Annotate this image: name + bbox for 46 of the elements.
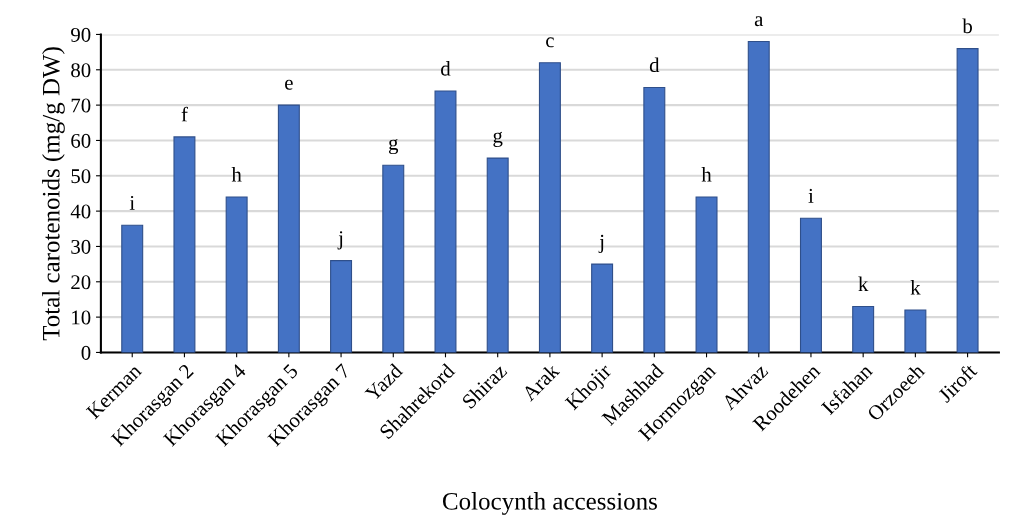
bar <box>486 157 509 353</box>
y-tick-label: 90 <box>71 27 91 42</box>
data-label: d <box>441 60 451 76</box>
bar <box>904 309 927 353</box>
bar <box>121 224 144 353</box>
bar <box>695 196 718 353</box>
bar <box>747 40 770 353</box>
bar <box>382 164 405 353</box>
y-axis-title: Total carotenoids (mg/g DW) <box>42 47 65 341</box>
data-label: b <box>962 18 972 34</box>
bar <box>852 305 875 353</box>
y-tick-label: 40 <box>70 204 91 219</box>
bar <box>643 86 666 353</box>
data-label: j <box>337 231 343 250</box>
data-label: h <box>231 166 242 182</box>
bar <box>538 62 561 353</box>
data-label: d <box>649 57 660 73</box>
data-label: i <box>129 195 135 210</box>
data-label: f <box>181 106 188 122</box>
y-tick-label: 80 <box>71 63 91 78</box>
y-tick-label: 20 <box>71 275 91 290</box>
data-label: i <box>808 188 814 203</box>
y-tick-label: 30 <box>71 239 91 254</box>
data-label: e <box>285 79 293 90</box>
y-tick-label: 70 <box>71 98 91 113</box>
y-tick-label: 10 <box>72 310 91 325</box>
data-label: c <box>546 37 554 48</box>
y-tick-label: 50 <box>71 169 91 184</box>
y-tick-label: 60 <box>71 133 91 148</box>
bar <box>591 263 614 353</box>
y-tick-label: 0 <box>81 345 91 360</box>
data-label: k <box>858 276 869 291</box>
bar <box>225 196 248 353</box>
x-axis-title: Colocynth accessions <box>442 492 657 515</box>
data-label: g <box>493 131 503 148</box>
bar <box>434 90 457 353</box>
data-label: a <box>754 16 764 27</box>
data-label: j <box>598 234 604 254</box>
bar <box>799 217 822 353</box>
bar <box>956 48 979 353</box>
bar <box>330 260 353 353</box>
data-label: g <box>388 138 399 155</box>
data-label: h <box>701 166 712 182</box>
data-label: k <box>910 280 921 295</box>
bar <box>173 136 196 353</box>
bar <box>277 104 300 353</box>
